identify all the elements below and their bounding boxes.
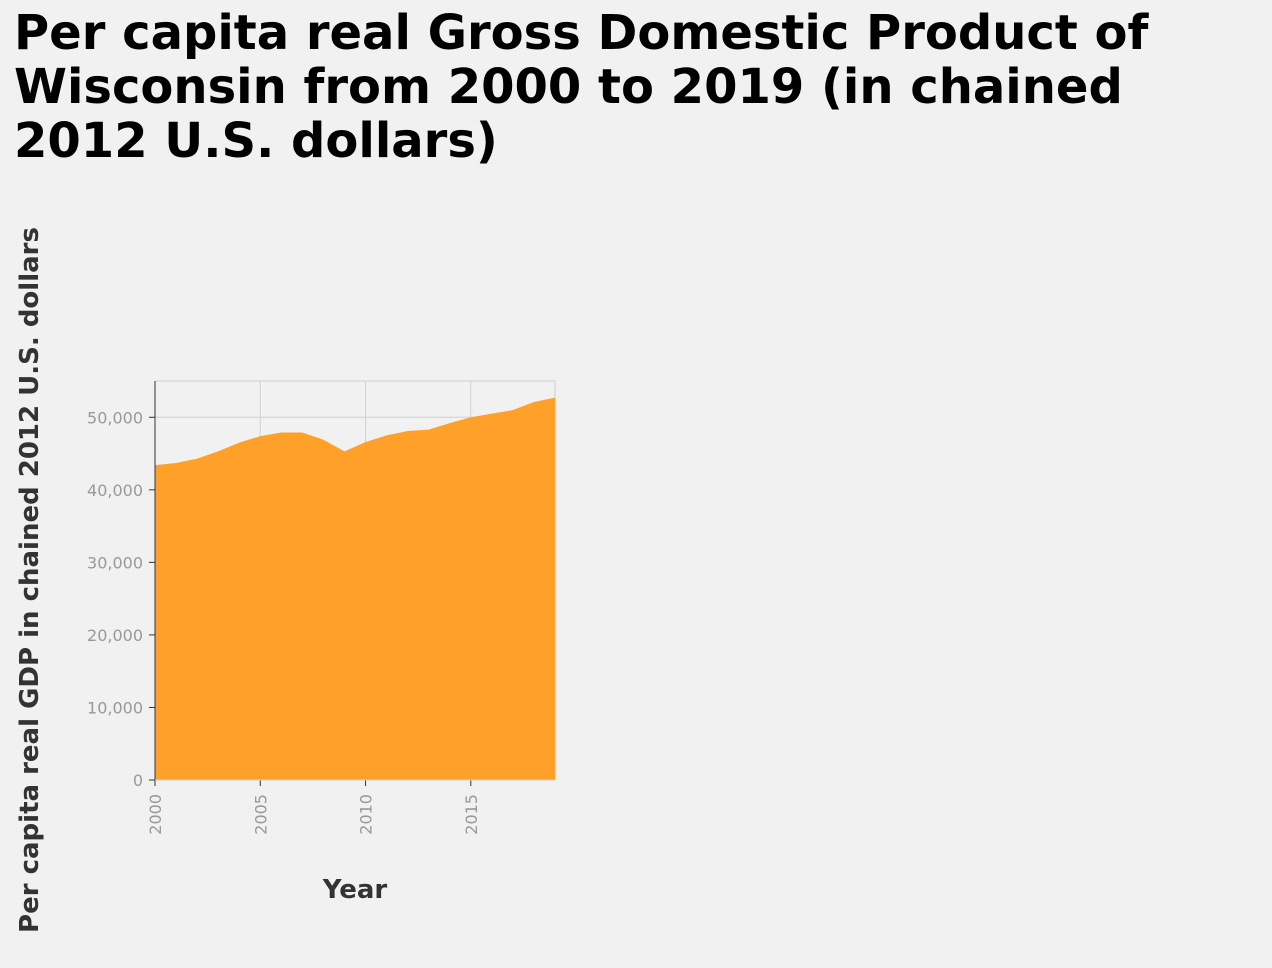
y-tick-label: 50,000: [87, 408, 143, 427]
x-tick-label: 2010: [357, 794, 376, 835]
y-tick-label: 30,000: [87, 553, 143, 572]
x-tick-label: 2015: [462, 794, 481, 835]
x-tick-label: 2005: [251, 794, 270, 835]
y-axis-title: Per capita real GDP in chained 2012 U.S.…: [15, 227, 45, 933]
x-tick-label: 2000: [146, 794, 165, 835]
y-tick-label: 20,000: [87, 626, 143, 645]
axes: 0 10,000 20,000 30,000 40,000 50,000 2000 2005 2…: [87, 381, 555, 835]
y-tick-label: 40,000: [87, 481, 143, 500]
y-tick-label: 0: [133, 771, 143, 790]
x-axis-title: Year: [322, 875, 388, 905]
y-tick-label: 10,000: [87, 698, 143, 717]
series-area-group: [155, 397, 555, 780]
chart-title: Per capita real Gross Domestic Product o…: [14, 5, 1149, 169]
series-area: [155, 397, 555, 780]
